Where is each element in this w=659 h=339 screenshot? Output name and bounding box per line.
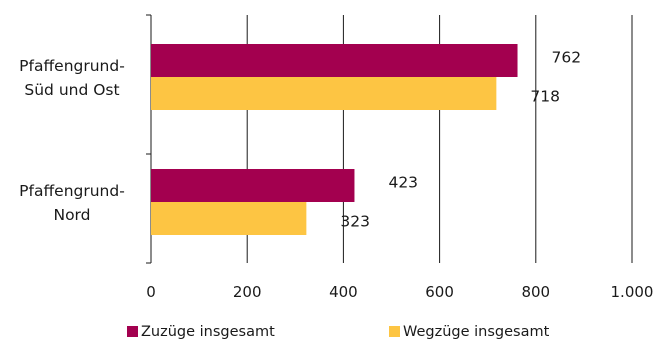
x-tick-label-600: 600	[425, 283, 454, 301]
legend-label-0: Zuzüge insgesamt	[141, 324, 275, 339]
value-label-0-1: 718	[530, 88, 560, 106]
x-tick-labels: 0 200 400 600 800 1.000	[146, 283, 653, 301]
category-label-line: Pfaffengrund-	[19, 182, 125, 200]
legend: Zuzüge insgesamt Wegzüge insgesamt	[127, 324, 550, 339]
x-tick-label-0: 0	[146, 283, 156, 301]
category-axis	[146, 14, 152, 264]
category-labels: Pfaffengrund- Süd und Ost Pfaffengrund- Nor…	[19, 57, 125, 224]
category-label-1: Pfaffengrund- Nord	[19, 182, 125, 224]
category-label-line: Pfaffengrund-	[19, 57, 125, 75]
value-label-0-0: 762	[552, 49, 582, 67]
bar-0-1	[151, 77, 497, 110]
x-tick-label-1000: 1.000	[611, 283, 654, 301]
bar-1-0	[151, 169, 355, 202]
category-label-line: Süd und Ost	[24, 81, 119, 99]
value-label-1-1: 323	[340, 213, 370, 231]
x-tick-label-400: 400	[329, 283, 358, 301]
value-label-1-0: 423	[388, 174, 418, 192]
legend-swatch-1	[389, 326, 400, 337]
bars	[151, 44, 518, 235]
bar-1-1	[151, 202, 307, 235]
bar-0-0	[151, 44, 518, 77]
x-tick-label-800: 800	[521, 283, 550, 301]
legend-swatch-0	[127, 326, 138, 337]
category-label-line: Nord	[53, 206, 90, 224]
legend-label-1: Wegzüge insgesamt	[403, 324, 550, 339]
category-label-0: Pfaffengrund- Süd und Ost	[19, 57, 125, 99]
value-labels: 762 718 423 323	[340, 49, 581, 231]
x-tick-label-200: 200	[233, 283, 262, 301]
